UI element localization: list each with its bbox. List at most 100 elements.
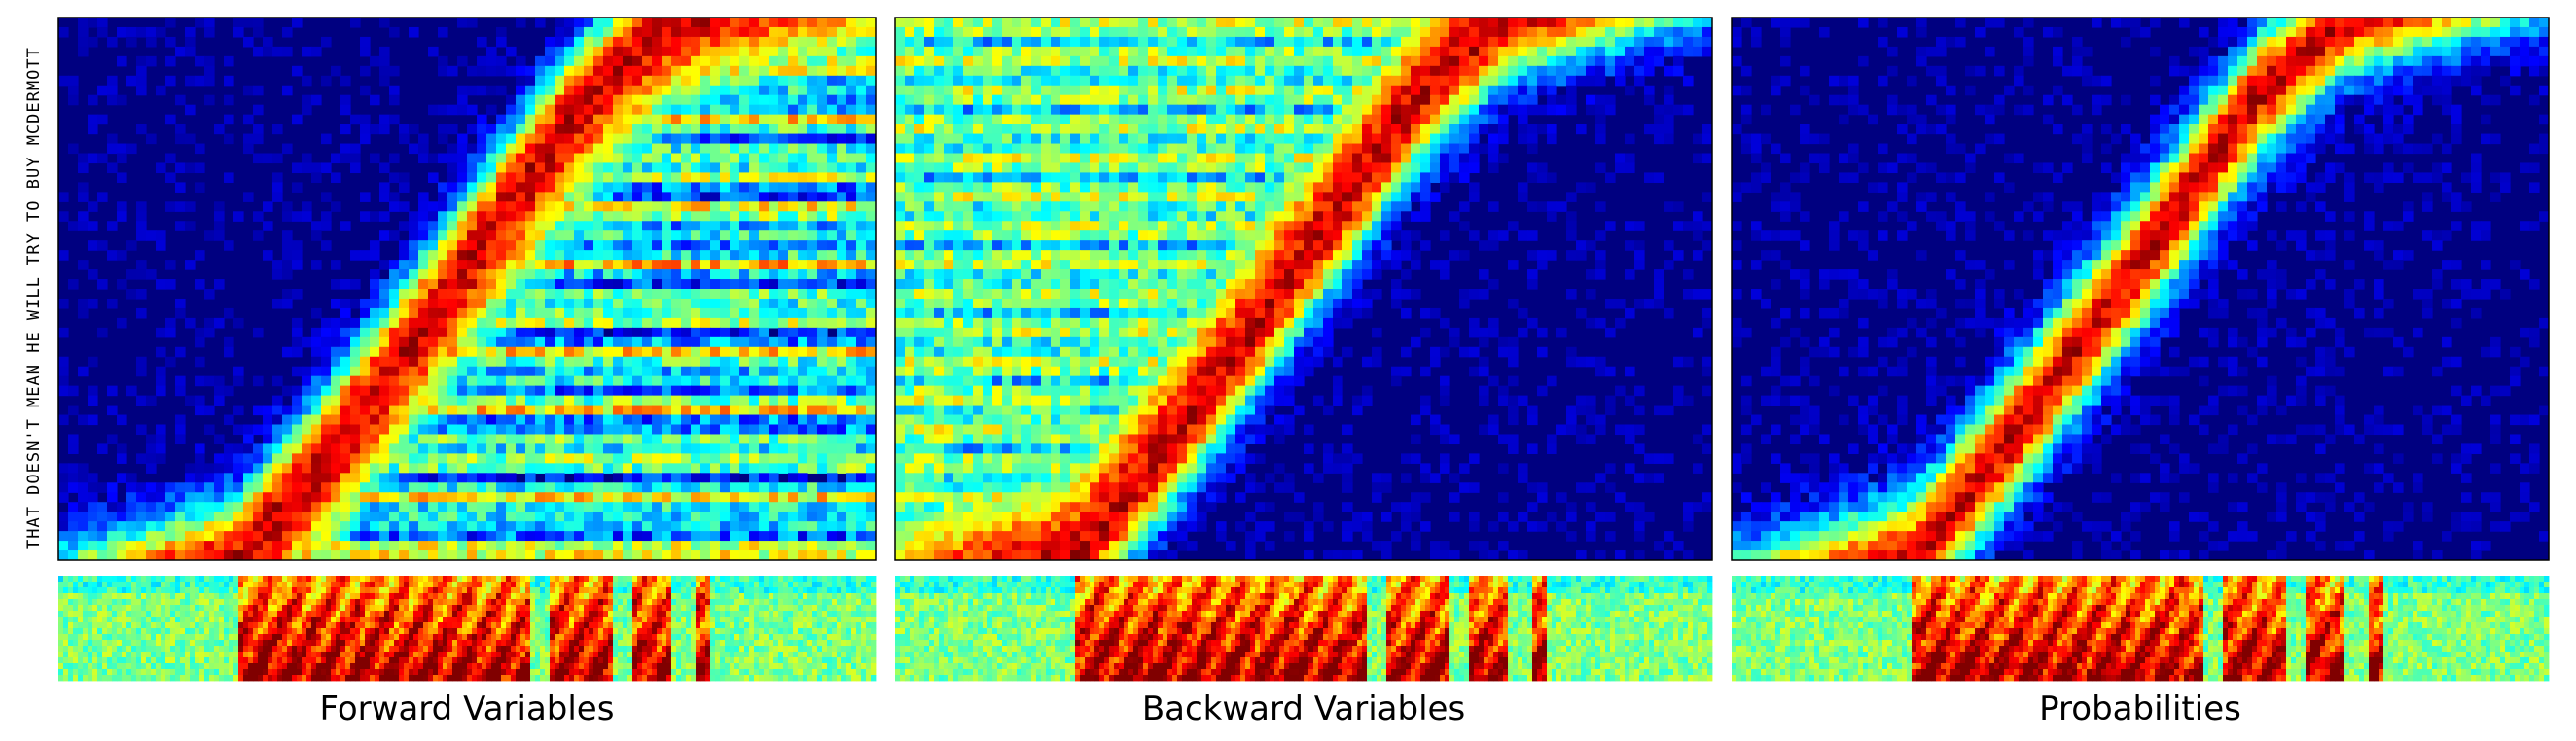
- heatmap-cell: [525, 201, 536, 212]
- heatmap-cell: [778, 414, 789, 426]
- heatmap-cell: [807, 550, 818, 560]
- heatmap-cell: [788, 104, 799, 116]
- heatmap-cell: [457, 143, 468, 155]
- heatmap-cell: [584, 298, 594, 309]
- heatmap-cell: [593, 46, 604, 57]
- heatmap-cell: [739, 104, 750, 116]
- heatmap-cell: [195, 250, 205, 261]
- heatmap-cell: [360, 443, 371, 454]
- heatmap-cell: [662, 356, 672, 368]
- heatmap-cell: [282, 414, 293, 426]
- heatmap-cell: [78, 192, 89, 202]
- spectrogram-cell: [744, 605, 750, 612]
- spectrogram-cell: [336, 617, 341, 623]
- heatmap-cell: [418, 531, 429, 542]
- heatmap-cell: [496, 473, 507, 483]
- heatmap-cell: [428, 172, 439, 183]
- heatmap-cell: [545, 133, 555, 145]
- heatmap-cell: [399, 289, 410, 300]
- heatmap-cell: [749, 172, 760, 183]
- heatmap-cell: [807, 482, 818, 493]
- heatmap-cell: [340, 424, 351, 436]
- heatmap-cell: [535, 531, 546, 542]
- heatmap-cell: [360, 36, 371, 48]
- spectrogram-cell: [107, 593, 113, 600]
- heatmap-cell: [691, 346, 701, 358]
- heatmap-cell: [350, 405, 361, 416]
- heatmap-cell: [681, 424, 692, 436]
- spectrogram-cell: [272, 582, 278, 588]
- heatmap-cell: [788, 336, 799, 348]
- spectrogram-cell: [608, 622, 614, 629]
- spectrogram-cell: [180, 593, 186, 600]
- spectrogram-cell: [311, 582, 317, 588]
- spectrogram-cell: [720, 599, 726, 606]
- spectrogram-cell: [846, 599, 852, 606]
- heatmap-cell: [477, 366, 487, 377]
- heatmap-cell: [759, 298, 769, 309]
- heatmap-cell: [837, 279, 847, 290]
- heatmap-cell: [613, 269, 624, 280]
- spectrogram-cell: [579, 617, 585, 623]
- heatmap-cell: [817, 124, 828, 135]
- heatmap-cell: [730, 85, 740, 96]
- heatmap-cell: [720, 153, 731, 164]
- heatmap-cell: [389, 317, 400, 329]
- spectrogram-cell: [516, 593, 521, 600]
- heatmap-cell: [632, 434, 643, 445]
- spectrogram-cell: [803, 587, 808, 594]
- spectrogram-cell: [73, 622, 79, 629]
- spectrogram-cell: [744, 617, 750, 623]
- heatmap-cell: [788, 463, 799, 474]
- heatmap-cell: [253, 453, 264, 464]
- heatmap-cell: [769, 172, 779, 183]
- spectrogram-cell: [798, 593, 804, 600]
- heatmap-cell: [525, 240, 536, 251]
- heatmap-cell: [739, 192, 750, 202]
- heatmap-cell: [759, 550, 769, 560]
- heatmap-cell: [350, 375, 361, 387]
- heatmap-cell: [856, 18, 867, 28]
- heatmap-cell: [710, 482, 721, 493]
- heatmap-cell: [496, 327, 507, 338]
- spectrogram-cell: [482, 593, 487, 600]
- heatmap-cell: [379, 550, 390, 560]
- heatmap-cell: [584, 153, 594, 164]
- spectrogram-cell: [151, 622, 157, 629]
- heatmap-cell: [447, 443, 458, 454]
- heatmap-cell: [399, 512, 410, 522]
- spectrogram-cell: [759, 587, 765, 594]
- spectrogram-cell: [258, 599, 264, 606]
- heatmap-cell: [292, 336, 303, 348]
- heatmap-cell: [88, 414, 98, 426]
- heatmap-cell: [817, 18, 828, 28]
- spectrogram-cell: [832, 617, 838, 623]
- heatmap-cell: [379, 289, 390, 300]
- heatmap-cell: [866, 405, 876, 416]
- heatmap-cell: [807, 531, 818, 542]
- heatmap-cell: [331, 153, 341, 164]
- heatmap-cell: [691, 153, 701, 164]
- heatmap-cell: [496, 356, 507, 368]
- heatmap-cell: [428, 405, 439, 416]
- heatmap-cell: [584, 434, 594, 445]
- heatmap-cell: [224, 473, 234, 483]
- heatmap-cell: [389, 114, 400, 125]
- spectrogram-cell: [63, 622, 69, 629]
- heatmap-cell: [739, 182, 750, 193]
- heatmap-cell: [136, 550, 147, 560]
- spectrogram-cell: [764, 582, 769, 588]
- heatmap-cell: [555, 289, 565, 300]
- spectrogram-cell: [861, 599, 867, 606]
- spectrogram-cell: [321, 587, 327, 594]
- heatmap-cell: [195, 162, 205, 174]
- heatmap-cell: [856, 55, 867, 67]
- spectrogram-cell: [277, 605, 283, 612]
- heatmap-cell: [409, 143, 419, 155]
- spectrogram-cell: [564, 599, 570, 606]
- heatmap-cell: [545, 143, 555, 155]
- heatmap-cell: [486, 502, 497, 512]
- heatmap-cell: [165, 75, 176, 87]
- heatmap-cell: [710, 375, 721, 387]
- heatmap-cell: [788, 298, 799, 309]
